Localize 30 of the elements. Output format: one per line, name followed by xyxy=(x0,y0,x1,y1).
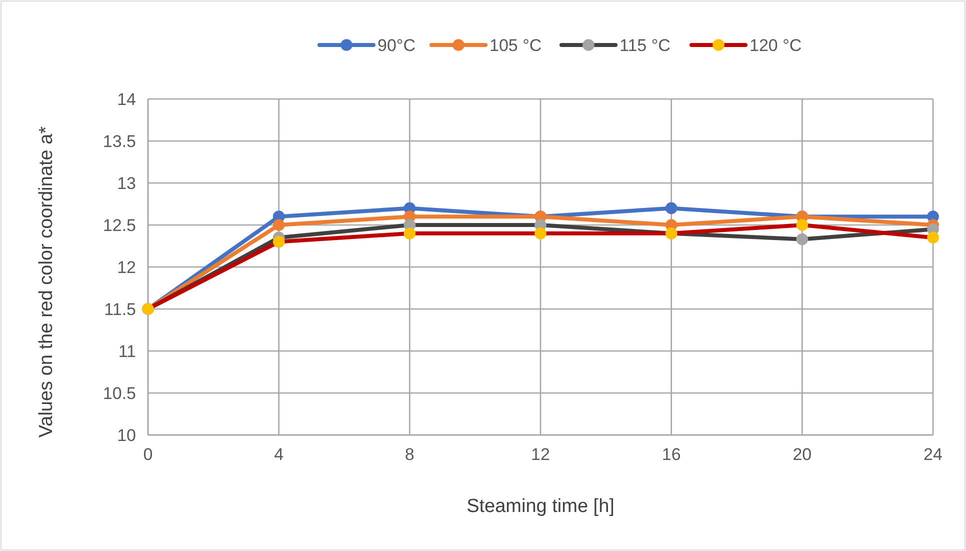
x-axis-title: Steaming time [h] xyxy=(466,496,614,517)
y-axis-title: Values on the red color coordinate a* xyxy=(36,126,57,438)
y-tick-label: 14 xyxy=(117,90,136,109)
point xyxy=(404,227,416,240)
y-tick-label: 13.5 xyxy=(102,132,136,151)
point xyxy=(796,233,808,246)
legend-label: 120 °C xyxy=(750,36,802,55)
legend-label: 115 °C xyxy=(620,36,670,55)
y-tick-label: 11 xyxy=(118,342,136,361)
y-tick-label: 10 xyxy=(117,426,136,445)
x-tick-label: 24 xyxy=(924,445,942,464)
y-tick-label: 13 xyxy=(117,174,136,193)
y-tick-label: 12.5 xyxy=(102,216,136,235)
x-tick-label: 4 xyxy=(274,445,284,464)
point xyxy=(796,219,808,231)
x-tick-label: 20 xyxy=(792,445,812,464)
x-tick-label: 12 xyxy=(531,445,550,464)
point xyxy=(272,219,285,231)
point xyxy=(927,232,939,244)
x-tick-label: 0 xyxy=(143,445,153,464)
legend-label: 90°C xyxy=(378,36,416,55)
y-tick-label: 12 xyxy=(117,258,136,277)
point xyxy=(534,227,546,240)
y-tick-label: 10.5 xyxy=(102,384,136,403)
y-tick-label: 11.5 xyxy=(104,300,136,319)
x-tick-label: 16 xyxy=(662,445,681,464)
point xyxy=(272,236,285,248)
point xyxy=(665,202,678,214)
legend-label: 105 °C xyxy=(490,36,542,55)
x-tick-label: 8 xyxy=(404,445,414,464)
